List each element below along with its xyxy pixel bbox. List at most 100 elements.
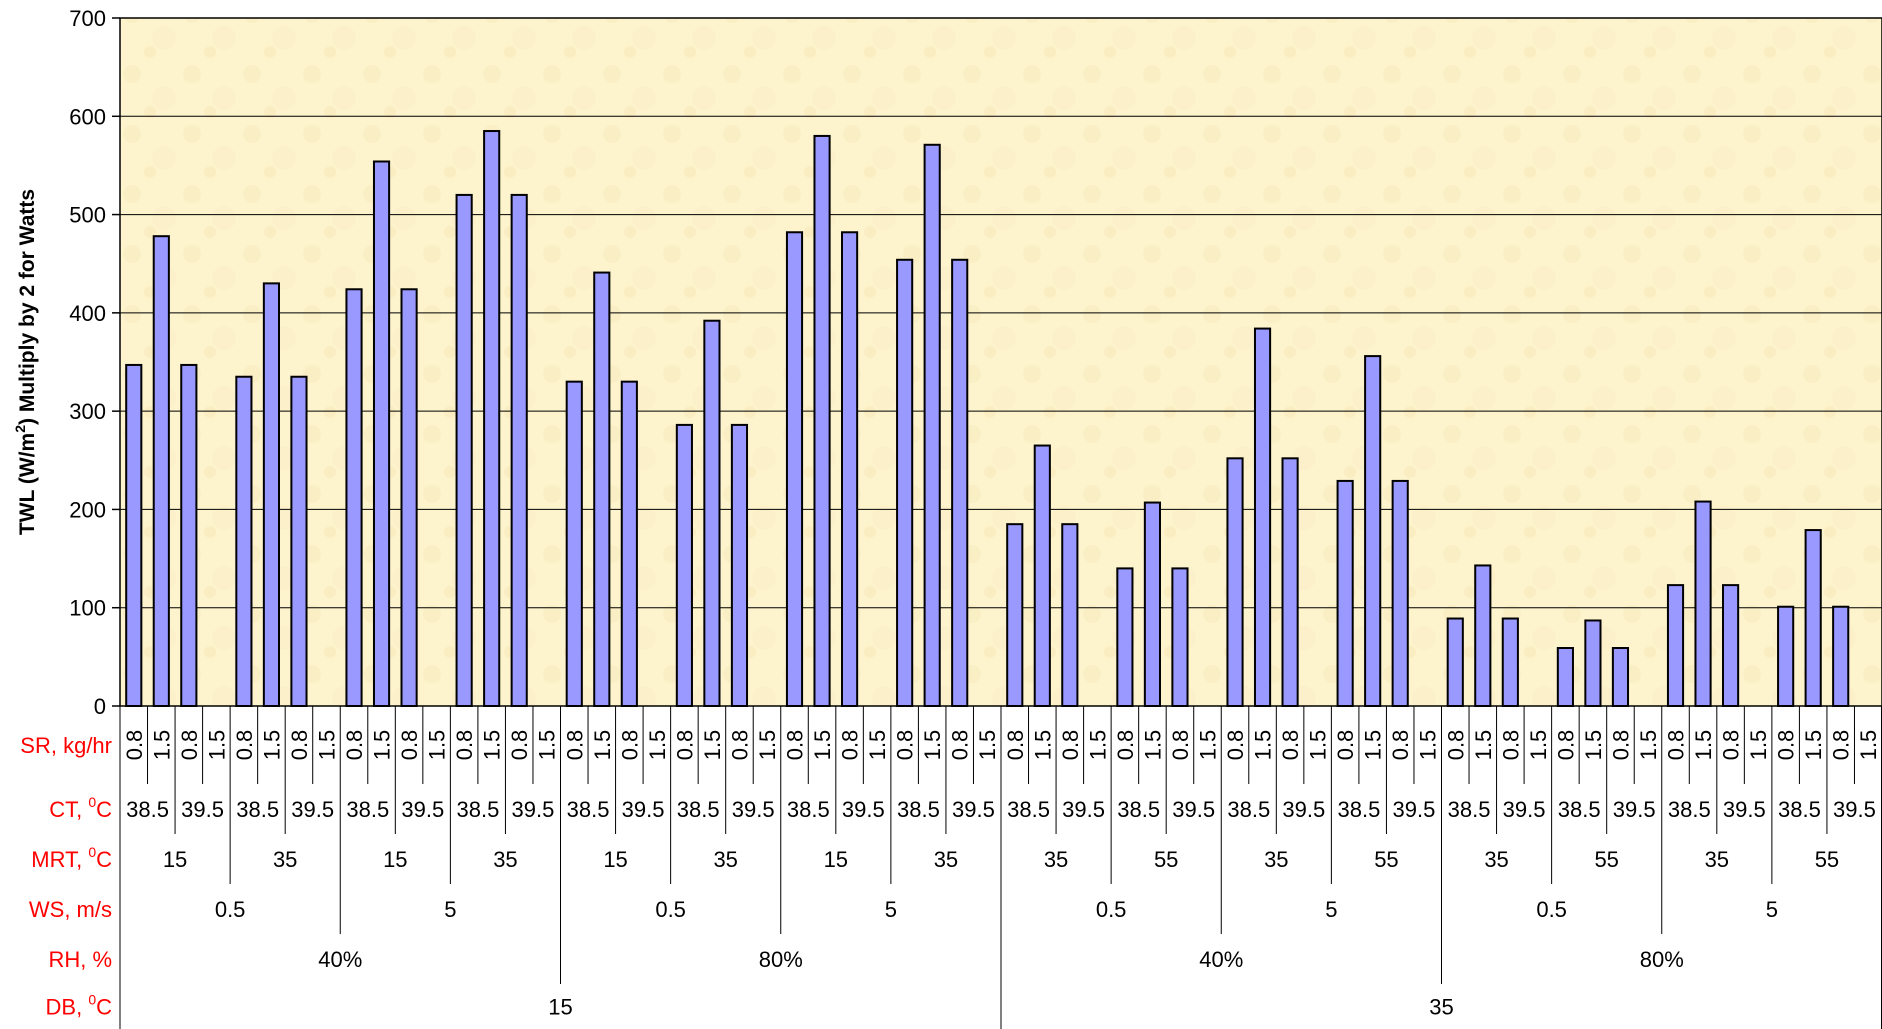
bar	[923, 143, 941, 707]
bar	[675, 423, 693, 707]
category-label: 39.5	[1833, 797, 1876, 822]
category-label: 15	[548, 995, 572, 1020]
y-tick-label: 100	[69, 596, 106, 621]
bar	[483, 130, 501, 707]
bar	[235, 375, 253, 707]
category-level-label: SR, kg/hr	[20, 733, 112, 758]
category-label: 1.5	[1140, 730, 1165, 761]
bar	[372, 160, 391, 708]
category-label: 35	[493, 847, 517, 872]
bar	[813, 134, 831, 707]
category-label: 1.5	[865, 730, 890, 761]
category-label: 0.5	[1536, 897, 1567, 922]
category-label: 0.8	[617, 730, 642, 761]
category-label: 0.8	[397, 730, 422, 761]
category-label: 0.8	[122, 730, 147, 761]
category-label: 39.5	[952, 797, 995, 822]
bar	[1501, 617, 1519, 707]
bar	[290, 375, 308, 707]
category-label: 0.5	[215, 897, 246, 922]
bar	[1694, 500, 1712, 707]
category-label: 39.5	[842, 797, 885, 822]
bar	[1722, 584, 1740, 708]
category-label: 35	[273, 847, 297, 872]
category-label: 5	[885, 897, 897, 922]
category-label: 38.5	[1668, 797, 1711, 822]
category-label: 35	[1484, 847, 1508, 872]
category-label: 1.5	[810, 730, 835, 761]
y-tick-label: 600	[69, 104, 106, 129]
category-label: 0.8	[1278, 730, 1303, 761]
category-label: 1.5	[1691, 730, 1716, 761]
y-tick-label: 0	[94, 694, 106, 719]
category-label: 55	[1594, 847, 1618, 872]
category-label: 1.5	[259, 730, 284, 761]
category-label: 0.8	[1829, 730, 1854, 761]
category-label: 1.5	[1251, 730, 1276, 761]
category-label: 0.8	[1608, 730, 1633, 761]
category-label: 0.8	[342, 730, 367, 761]
category-label: 0.8	[672, 730, 697, 761]
bar	[510, 193, 528, 708]
category-label: 1.5	[590, 730, 615, 761]
bar	[262, 282, 280, 707]
category-label: 1.5	[1471, 730, 1496, 761]
category-label: 38.5	[1778, 797, 1821, 822]
category-level-label: MRT, 0C	[31, 844, 112, 872]
bar	[1336, 479, 1354, 707]
category-label: 0.8	[232, 730, 257, 761]
bar	[593, 271, 611, 707]
category-level-label: DB, 0C	[46, 992, 113, 1020]
bar	[1033, 444, 1051, 707]
category-label: 1.5	[1581, 730, 1606, 761]
bar	[896, 258, 914, 707]
category-label: 80%	[759, 947, 803, 972]
category-label: 0.8	[1058, 730, 1083, 761]
bar	[1171, 567, 1189, 708]
bar	[400, 288, 418, 707]
category-label: 39.5	[732, 797, 775, 822]
category-label: 15	[383, 847, 407, 872]
y-tick-label: 400	[69, 301, 106, 326]
bar	[1226, 457, 1244, 707]
bar	[1446, 617, 1464, 707]
category-label: 0.8	[1003, 730, 1028, 761]
bar	[1364, 355, 1382, 707]
category-label: 15	[824, 847, 848, 872]
category-label: 0.8	[177, 730, 202, 761]
bar	[1611, 647, 1630, 707]
category-label: 35	[934, 847, 958, 872]
category-label: 0.8	[727, 730, 752, 761]
category-label: 0.8	[1333, 730, 1358, 761]
bar	[152, 235, 170, 708]
category-label: 0.8	[287, 730, 312, 761]
category-label: 0.8	[452, 730, 477, 761]
bar	[180, 363, 198, 707]
category-label: 39.5	[1503, 797, 1546, 822]
category-label: 0.5	[655, 897, 686, 922]
category-label: 0.8	[1223, 730, 1248, 761]
y-tick-label: 200	[69, 497, 106, 522]
category-label: 1.5	[149, 730, 174, 761]
category-label: 1.5	[370, 730, 395, 761]
category-label: 1.5	[1085, 730, 1110, 761]
category-label: 1.5	[1195, 730, 1220, 761]
category-label: 1.5	[1746, 730, 1771, 761]
category-label: 0.8	[1168, 730, 1193, 761]
category-label: 0.8	[562, 730, 587, 761]
bar	[1804, 529, 1822, 707]
category-label: 5	[444, 897, 456, 922]
x-axis-table: SR, kg/hr 0.8 1.5 0.8 1.5 0.8 1.5 0.8 1.5 0.8 1.5 0…	[20, 706, 1882, 1029]
category-level-label: RH, %	[48, 947, 112, 972]
category-label: 1.5	[1416, 730, 1441, 761]
bar	[345, 288, 363, 707]
category-label: 35	[1264, 847, 1288, 872]
category-label: 0.8	[1553, 730, 1578, 761]
category-label: 38.5	[1448, 797, 1491, 822]
category-label: 0.8	[507, 730, 532, 761]
category-label: 0.8	[893, 730, 918, 761]
bar	[1061, 523, 1079, 708]
category-label: 38.5	[456, 797, 499, 822]
category-label: 1.5	[1856, 730, 1881, 761]
y-axis: 0 100 200 300 400 500 600 700	[69, 6, 120, 719]
